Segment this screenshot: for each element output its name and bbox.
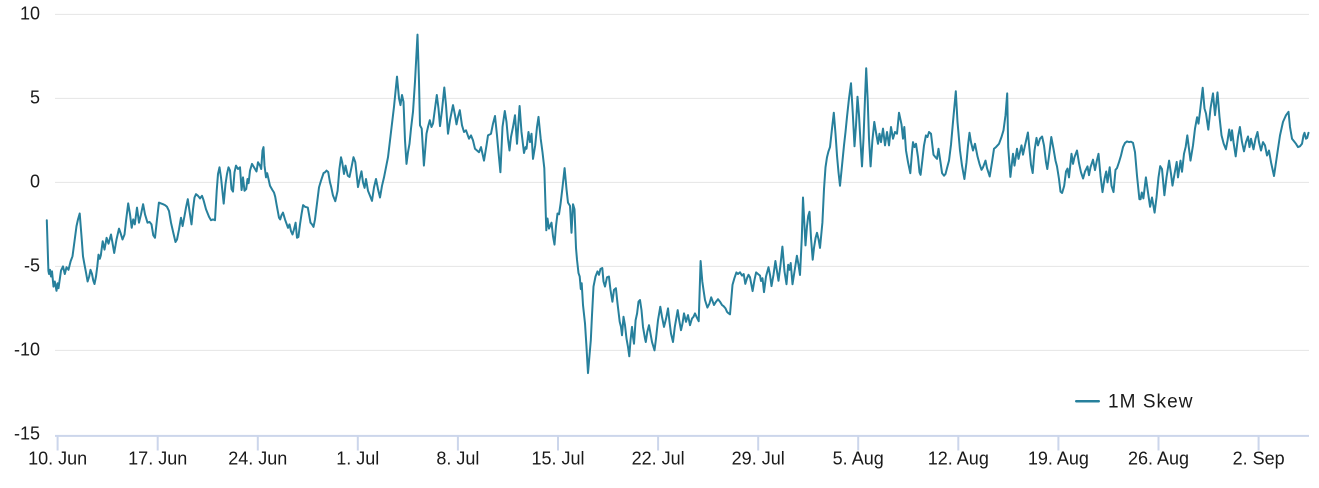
svg-text:5. Aug: 5. Aug	[833, 449, 884, 469]
svg-text:29. Jul: 29. Jul	[732, 449, 785, 469]
svg-text:1M Skew: 1M Skew	[1108, 392, 1193, 413]
svg-text:26. Aug: 26. Aug	[1128, 449, 1189, 469]
svg-text:17. Jun: 17. Jun	[128, 449, 187, 469]
svg-text:19. Aug: 19. Aug	[1028, 449, 1089, 469]
svg-text:10. Jun: 10. Jun	[28, 449, 87, 469]
svg-text:-15: -15	[14, 424, 40, 444]
svg-text:-5: -5	[24, 256, 40, 276]
svg-text:24. Jun: 24. Jun	[228, 449, 287, 469]
svg-text:15. Jul: 15. Jul	[531, 449, 584, 469]
svg-text:10: 10	[20, 4, 40, 24]
svg-text:-10: -10	[14, 340, 40, 360]
svg-text:8. Jul: 8. Jul	[436, 449, 479, 469]
svg-text:12. Aug: 12. Aug	[928, 449, 989, 469]
svg-text:0: 0	[30, 172, 40, 192]
svg-text:5: 5	[30, 88, 40, 108]
svg-text:1. Jul: 1. Jul	[336, 449, 379, 469]
svg-text:2. Sep: 2. Sep	[1233, 449, 1285, 469]
svg-text:22. Jul: 22. Jul	[632, 449, 685, 469]
